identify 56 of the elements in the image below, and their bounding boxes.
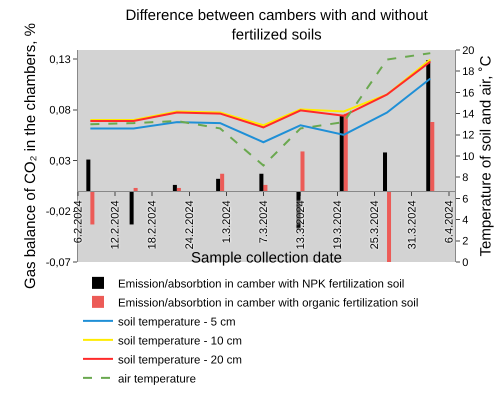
- x-tick-label: 31.3.2024: [406, 200, 418, 250]
- bar: [340, 114, 344, 191]
- bar: [172, 184, 177, 191]
- y2-tick-label: 14: [462, 108, 474, 120]
- y2-tick-label: 6: [462, 193, 468, 206]
- bar: [263, 184, 268, 191]
- x-tick-label: 6.4.2024: [443, 200, 456, 244]
- y-tick-label: -0,07: [46, 256, 71, 269]
- chart-title: Difference between cambers with and without fertilized soils: [125, 7, 429, 44]
- x-tick-label: 1.3.2024: [220, 200, 233, 244]
- y2-tick-label: 4: [462, 214, 468, 226]
- y2-axis-title: Temperature of soil and air, ˚C: [477, 55, 494, 256]
- y-tick-label: 0,08: [49, 104, 71, 117]
- legend-label: Emission/absorbtion in camber with NPK fertilization soil: [118, 278, 404, 290]
- y2-tick-label: 8: [462, 172, 468, 184]
- bar: [300, 151, 305, 191]
- y-tick-label: 0,03: [49, 155, 71, 168]
- bar: [86, 160, 90, 191]
- x-tick-label: 7.3.2024: [258, 200, 270, 244]
- y2-tick-label: 20: [462, 44, 474, 57]
- x-tick-label: 13.3.2024: [295, 200, 308, 250]
- y2-tick-label: 10: [462, 150, 474, 163]
- y2-tick-label: 16: [462, 87, 474, 100]
- x-tick-label: 12.2.2024: [110, 200, 122, 250]
- y-tick-label: -0,02: [46, 206, 71, 218]
- y2-tick-label: 12: [462, 130, 474, 142]
- bar: [220, 174, 224, 191]
- bar: [216, 178, 220, 191]
- y-axis-title: Gas balance of CO₂ in the chambers, %: [22, 23, 39, 289]
- line-series: [89, 52, 432, 167]
- bar: [259, 174, 264, 191]
- bar: [176, 188, 181, 191]
- x-tick-label: 18.2.2024: [146, 200, 159, 250]
- y2-tick-label: 2: [462, 236, 468, 248]
- bar: [387, 191, 392, 262]
- bar: [134, 188, 138, 191]
- legend-label: soil temperature - 5 cm: [118, 316, 236, 328]
- line-series: [89, 78, 432, 144]
- y2-tick-label: 18: [462, 66, 474, 78]
- legend-label: air temperature: [118, 373, 196, 386]
- bar: [90, 191, 94, 224]
- bar: [383, 152, 388, 191]
- bar: [344, 114, 348, 191]
- x-tick-label: 25.3.2024: [369, 200, 382, 250]
- legend-label: soil temperature - 10 cm: [118, 335, 242, 348]
- x-tick-label: 24.2.2024: [184, 200, 196, 250]
- x-axis-title: Sample collection date: [191, 249, 342, 266]
- legend-label: soil temperature - 20 cm: [118, 354, 242, 366]
- x-tick-label: 19.3.2024: [332, 200, 344, 250]
- x-tick-label: 6.2.2024: [72, 200, 85, 244]
- y2-tick-label: 0: [462, 256, 468, 269]
- y-tick-label: 0,13: [49, 54, 71, 66]
- bar: [426, 60, 430, 191]
- bar: [130, 191, 134, 224]
- legend-label: Emission/absorbtion in camber with organic fertilization soil: [118, 297, 418, 310]
- bar: [430, 122, 434, 191]
